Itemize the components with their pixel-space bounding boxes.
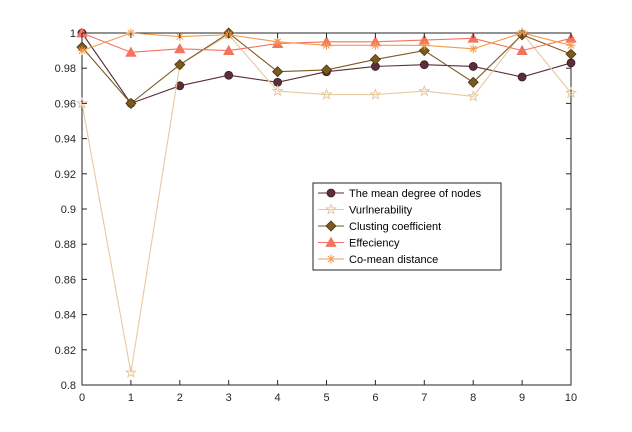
x-tick-label: 7	[421, 392, 427, 404]
legend-label: Clusting coefficient	[349, 221, 441, 233]
x-tick-label: 6	[372, 392, 378, 404]
data-point	[175, 81, 185, 91]
y-axis: 0.8 0.82 0.84 0.86 0.88 0.9 0.92 0.94 0.96 0.98 1	[55, 28, 571, 392]
data-point	[419, 40, 429, 50]
y-tick-label: 0.84	[55, 310, 76, 322]
data-point	[124, 366, 138, 378]
x-tick-label: 5	[323, 392, 329, 404]
y-tick-label: 0.9	[61, 204, 76, 216]
x-tick-label: 1	[128, 392, 134, 404]
data-point	[369, 88, 382, 100]
x-tick-label: 2	[177, 392, 183, 404]
y-tick-label: 0.8	[61, 380, 76, 392]
legend-label: The mean degree of nodes	[349, 188, 482, 200]
y-tick-label: 0.94	[55, 134, 76, 146]
data-point	[125, 97, 137, 109]
data-point	[418, 84, 431, 97]
data-point	[174, 43, 186, 54]
data-point	[77, 46, 87, 56]
data-point	[468, 44, 478, 54]
data-point	[468, 62, 478, 71]
data-point	[322, 40, 331, 50]
series-layer	[75, 26, 578, 378]
data-point	[320, 88, 333, 100]
data-point	[419, 60, 429, 70]
data-point	[516, 44, 528, 55]
legend-item: The mean degree of nodes	[318, 188, 482, 200]
legend: The mean degree of nodes Vurlnerability Cl…	[312, 182, 502, 271]
y-tick-label: 1	[70, 28, 76, 40]
legend-label: Co-mean distance	[349, 254, 438, 266]
legend-item: Clusting coefficient	[318, 220, 441, 233]
x-tick-label: 3	[226, 392, 232, 404]
data-point	[125, 46, 137, 57]
legend-marker	[325, 220, 337, 232]
legend-label: Vurlnerability	[349, 205, 413, 217]
legend-item: Effeciency	[318, 236, 400, 250]
data-point	[272, 66, 284, 78]
y-tick-label: 0.88	[55, 239, 76, 251]
legend-box	[312, 182, 502, 271]
legend-marker	[325, 236, 337, 247]
data-point	[224, 70, 234, 80]
data-point	[564, 86, 578, 99]
data-point	[566, 40, 576, 50]
data-point	[467, 89, 480, 102]
data-point	[223, 44, 235, 55]
legend-item: Co-mean distance	[318, 254, 438, 266]
y-tick-label: 0.96	[55, 98, 76, 110]
x-tick-label: 0	[79, 392, 85, 404]
x-axis: 0 1 2 3 4 5 6 7 8 9 10	[79, 33, 577, 404]
x-tick-label: 10	[565, 392, 577, 404]
data-point	[75, 96, 89, 109]
data-point	[369, 53, 381, 65]
data-point	[566, 58, 576, 68]
series-line	[81, 32, 572, 373]
data-point	[174, 59, 186, 71]
legend-marker	[326, 254, 336, 264]
data-point	[370, 40, 380, 50]
legend-marker	[326, 188, 336, 198]
y-tick-label: 0.86	[55, 274, 76, 286]
x-tick-label: 8	[470, 392, 476, 404]
series-2	[75, 26, 578, 378]
legend-label: Effeciency	[349, 238, 400, 250]
data-point	[517, 72, 527, 82]
data-point	[320, 64, 333, 76]
legend-marker	[324, 203, 338, 215]
data-point	[273, 37, 283, 47]
y-tick-label: 0.92	[55, 169, 76, 181]
legend-item: Vurlnerability	[318, 203, 413, 217]
x-tick-label: 4	[275, 392, 281, 404]
data-point	[271, 84, 284, 97]
data-point	[565, 48, 577, 60]
x-tick-label: 9	[519, 392, 525, 404]
y-tick-label: 0.98	[55, 63, 76, 75]
data-point	[467, 76, 479, 88]
y-tick-label: 0.82	[55, 345, 76, 357]
